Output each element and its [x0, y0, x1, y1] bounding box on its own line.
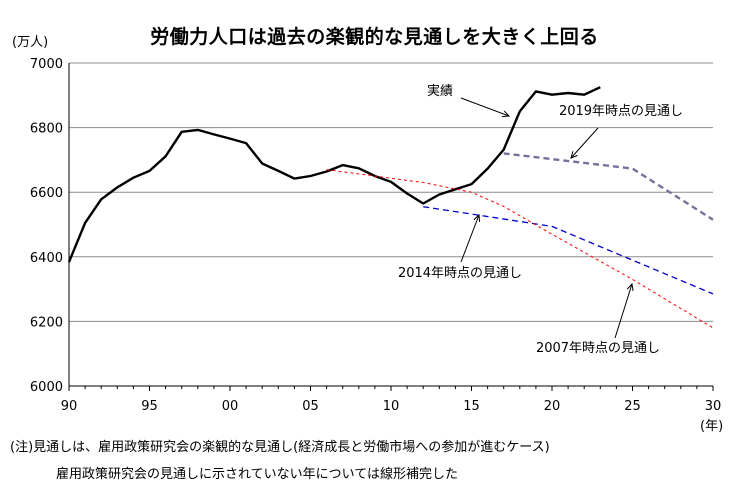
annotation-leader: [460, 214, 480, 263]
footnote-1: (注)見通しは、雇用政策研究会の楽観的な見通し(経済成長と労働市場への参加が進む…: [10, 440, 550, 455]
gridlines: [69, 62, 713, 322]
annotation-label: 2014年時点の見通し: [398, 266, 522, 281]
x-tick-label: 15: [463, 399, 480, 414]
y-tick-label: 7000: [30, 57, 63, 72]
x-tick-label: 05: [302, 399, 319, 414]
x-tick-label: 90: [61, 399, 78, 414]
annotation-label: 2019年時点の見通し: [559, 104, 683, 119]
series-line-2: [423, 206, 714, 295]
series-line-0: [67, 86, 601, 263]
annotation-leader: [570, 127, 599, 159]
series-line-1: [503, 152, 714, 221]
arrow-head-icon: [501, 110, 511, 118]
x-axis-unit: (年): [700, 419, 723, 434]
y-tick-labels: 6000 6200 6400 6600 6800 7000: [30, 57, 63, 395]
y-tick-label: 6000: [30, 380, 63, 395]
arrow-head-icon: [570, 151, 578, 159]
x-tick-labels: 90 95 00 05 10 15 20 25 30: [61, 399, 722, 414]
annotation-label: 2007年時点の見通し: [536, 341, 660, 356]
arrow-head-icon: [626, 282, 634, 291]
y-tick-label: 6400: [30, 251, 63, 266]
annotation-leader: [614, 283, 633, 339]
annotation-label: 実績: [427, 83, 453, 99]
x-tick-label: 30: [705, 399, 722, 414]
series-line-3: [326, 169, 714, 329]
x-tick-label: 20: [544, 399, 561, 414]
footnote-2: 雇用政策研究会の見通しに示されていない年については線形補完した: [56, 467, 458, 482]
annotation-leader: [460, 97, 510, 117]
chart-title: 労働力人口は過去の楽観的な見通しを大きく上回る: [150, 26, 599, 48]
x-tick-label: 95: [141, 399, 158, 414]
x-tick-label: 10: [383, 399, 400, 414]
y-tick-label: 6600: [30, 186, 63, 201]
series-lines: [67, 86, 714, 329]
y-tick-label: 6200: [30, 315, 63, 330]
y-axis-unit: (万人): [12, 35, 48, 50]
annotations: 実績 2019年時点の見通し 2014年時点の見通し 2007年時点の見通し: [398, 83, 683, 356]
x-tick-label: 00: [222, 399, 239, 414]
y-tick-label: 6800: [30, 122, 63, 137]
x-tick-label: 25: [624, 399, 641, 414]
arrow-head-icon: [473, 213, 481, 223]
axes: [68, 63, 714, 391]
